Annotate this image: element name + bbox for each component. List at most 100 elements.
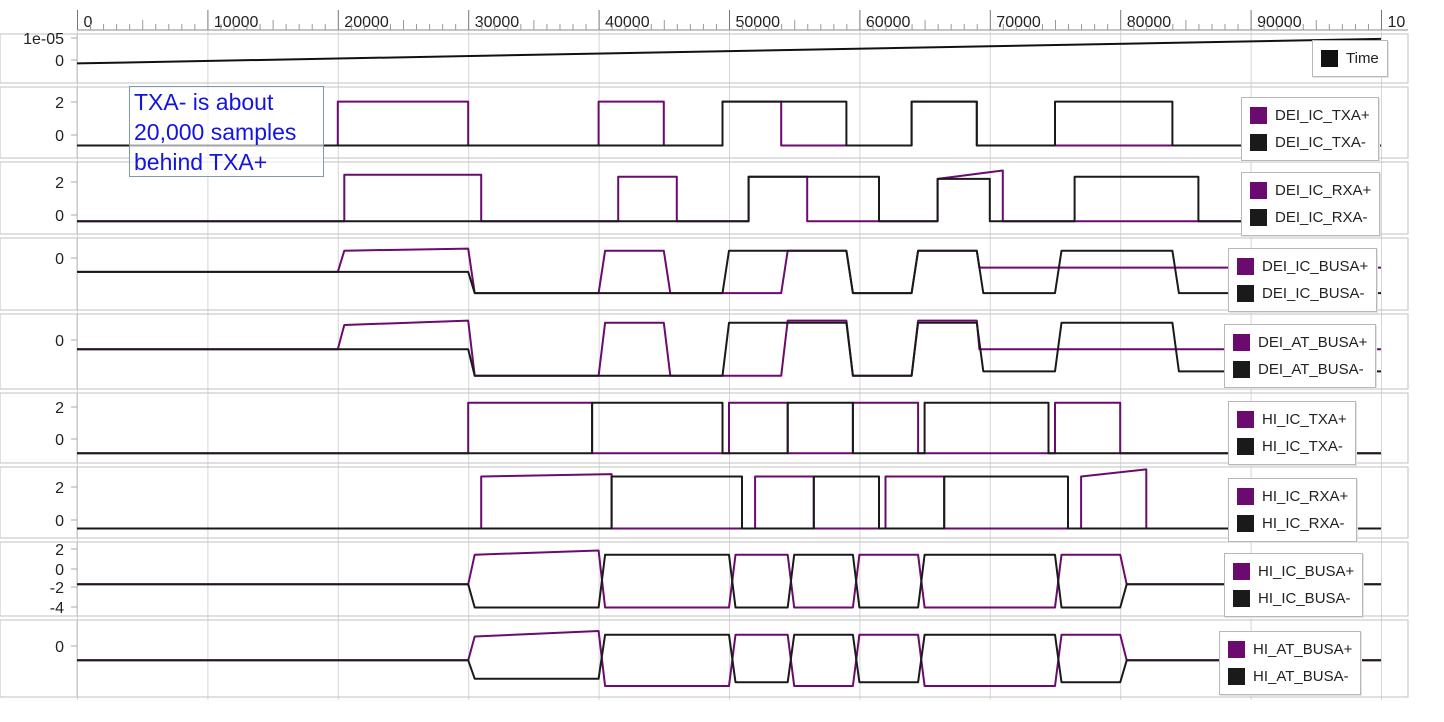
- legend-label: DEI_AT_BUSA-: [1258, 361, 1364, 378]
- series-hi-ic-rxa-: [77, 468, 1381, 530]
- legend-item[interactable]: HI_IC_TXA+: [1237, 406, 1347, 433]
- y-tick-label: 2: [55, 400, 64, 417]
- y-tick-label: 2: [55, 95, 64, 112]
- legend-swatch: [1237, 438, 1254, 455]
- legend-hi-ic-rxa[interactable]: HI_IC_RXA+ HI_IC_RXA-: [1228, 478, 1358, 542]
- legend-swatch: [1233, 334, 1250, 351]
- legend-label: HI_IC_BUSA-: [1258, 590, 1351, 607]
- y-tick-label: 2: [55, 480, 64, 497]
- y-tick-label: 0: [55, 639, 64, 656]
- legend-swatch: [1228, 641, 1245, 658]
- panel-border: [0, 86, 1409, 159]
- legend-hi-ic-txa[interactable]: HI_IC_TXA+ HI_IC_TXA-: [1228, 401, 1356, 465]
- legend-swatch: [1237, 411, 1254, 428]
- panel-border: [0, 237, 1409, 311]
- panel-border: [0, 313, 1409, 390]
- series-dei-ic-rxa-: [77, 175, 1381, 223]
- panel-dei-ic-txa: 20: [0, 86, 1409, 159]
- series-hi-ic-txa-: [77, 401, 1381, 455]
- legend-label: DEI_IC_RXA-: [1275, 209, 1368, 226]
- legend-label: HI_AT_BUSA+: [1253, 641, 1353, 658]
- legend-swatch: [1250, 107, 1267, 124]
- series-dei-at-busa-: [77, 321, 1381, 377]
- y-tick-label: 0: [55, 53, 64, 70]
- series-time: [77, 37, 1381, 65]
- legend-label: DEI_AT_BUSA+: [1258, 334, 1368, 351]
- y-tick-label: -2: [50, 580, 64, 597]
- legend-label: DEI_IC_TXA+: [1275, 107, 1370, 124]
- legend-item[interactable]: DEI_IC_BUSA+: [1237, 253, 1368, 280]
- legend-item[interactable]: DEI_IC_TXA+: [1250, 102, 1370, 129]
- series-hi-ic-busa-: [77, 549, 1381, 609]
- legend-dei-ic-txa[interactable]: DEI_IC_TXA+ DEI_IC_TXA-: [1241, 97, 1379, 161]
- x-axis: 0 10000 20000 30000 40000 50000 60000 70000 8000…: [77, 10, 1408, 31]
- series-dei-at-busa-: [77, 319, 1381, 377]
- legend-item[interactable]: HI_IC_RXA+: [1237, 483, 1348, 510]
- series-hi-ic-busa-: [77, 553, 1381, 609]
- x-tick-label: 0: [84, 14, 93, 31]
- legend-swatch: [1237, 515, 1254, 532]
- panel-hi-ic-rxa: 20: [0, 466, 1409, 539]
- legend-swatch: [1237, 488, 1254, 505]
- legend-label: HI_AT_BUSA-: [1253, 668, 1349, 685]
- legend-swatch: [1250, 209, 1267, 226]
- legend-swatch: [1233, 563, 1250, 580]
- legend-label: DEI_IC_RXA+: [1275, 182, 1372, 199]
- panel-hi-ic-busa: 2 0-2 -4: [0, 541, 1409, 617]
- legend-item[interactable]: DEI_IC_TXA-: [1250, 129, 1370, 156]
- legend-label: DEI_IC_BUSA-: [1262, 285, 1365, 302]
- x-tick-label: 10: [1388, 14, 1406, 31]
- y-tick-label: 2: [55, 175, 64, 192]
- y-tick-label: 0: [55, 251, 64, 268]
- series-hi-at-busa-: [77, 630, 1381, 687]
- legend-item[interactable]: DEI_IC_RXA+: [1250, 177, 1371, 204]
- series-hi-at-busa-: [77, 633, 1381, 684]
- legend-item[interactable]: HI_AT_BUSA+: [1228, 636, 1352, 663]
- y-tick-label: 1e-05: [23, 31, 64, 48]
- panel-dei-ic-busa: 0: [0, 237, 1409, 311]
- legend-swatch: [1233, 361, 1250, 378]
- panel-hi-ic-txa: 20: [0, 392, 1409, 464]
- panel-border: [0, 619, 1409, 698]
- y-tick-label: 2: [55, 542, 64, 559]
- legend-dei-ic-busa[interactable]: DEI_IC_BUSA+ DEI_IC_BUSA-: [1228, 248, 1378, 312]
- legend-hi-ic-busa[interactable]: HI_IC_BUSA+ HI_IC_BUSA-: [1224, 553, 1364, 617]
- legend-item[interactable]: HI_IC_TXA-: [1237, 433, 1347, 460]
- y-tick-label: 0: [55, 208, 64, 225]
- panel-border: [0, 466, 1409, 539]
- legend-item[interactable]: HI_IC_BUSA-: [1233, 585, 1354, 612]
- series-hi-ic-rxa-: [77, 475, 1381, 530]
- panel-border: [0, 161, 1409, 235]
- legend-item[interactable]: DEI_AT_BUSA+: [1233, 329, 1367, 356]
- legend-label: HI_IC_TXA-: [1262, 438, 1343, 455]
- legend-item[interactable]: HI_IC_RXA-: [1237, 510, 1348, 537]
- y-tick-label: 0: [55, 432, 64, 449]
- legend-label: DEI_IC_BUSA+: [1262, 258, 1369, 275]
- legend-hi-at-busa[interactable]: HI_AT_BUSA+ HI_AT_BUSA-: [1219, 631, 1362, 695]
- series-dei-ic-txa-: [77, 100, 1381, 147]
- panel-border: [0, 392, 1409, 464]
- legend-swatch: [1250, 182, 1267, 199]
- legend-label: HI_IC_RXA-: [1262, 515, 1345, 532]
- panel-hi-at-busa: 0: [0, 619, 1409, 698]
- series-dei-ic-busa-: [77, 249, 1381, 295]
- legend-swatch: [1228, 668, 1245, 685]
- panel-dei-ic-rxa: 20: [0, 161, 1409, 235]
- series-hi-ic-txa-: [77, 401, 1381, 455]
- legend-item[interactable]: Time: [1321, 45, 1379, 72]
- annotation-note[interactable]: TXA- is about 20,000 samples behind TXA+: [129, 86, 324, 177]
- legend-dei-at-busa[interactable]: DEI_AT_BUSA+ DEI_AT_BUSA-: [1224, 324, 1377, 388]
- legend-item[interactable]: DEI_IC_BUSA-: [1237, 280, 1368, 307]
- legend-time[interactable]: Time: [1312, 40, 1388, 77]
- y-tick-label: 0: [55, 513, 64, 530]
- legend-item[interactable]: HI_AT_BUSA-: [1228, 663, 1352, 690]
- panel-time: 1e-05 0: [0, 31, 1409, 84]
- legend-swatch: [1233, 590, 1250, 607]
- panel-border: [0, 541, 1409, 617]
- legend-item[interactable]: DEI_IC_RXA-: [1250, 204, 1371, 231]
- legend-item[interactable]: DEI_AT_BUSA-: [1233, 356, 1367, 383]
- legend-item[interactable]: HI_IC_BUSA+: [1233, 558, 1354, 585]
- legend-dei-ic-rxa[interactable]: DEI_IC_RXA+ DEI_IC_RXA-: [1241, 172, 1381, 236]
